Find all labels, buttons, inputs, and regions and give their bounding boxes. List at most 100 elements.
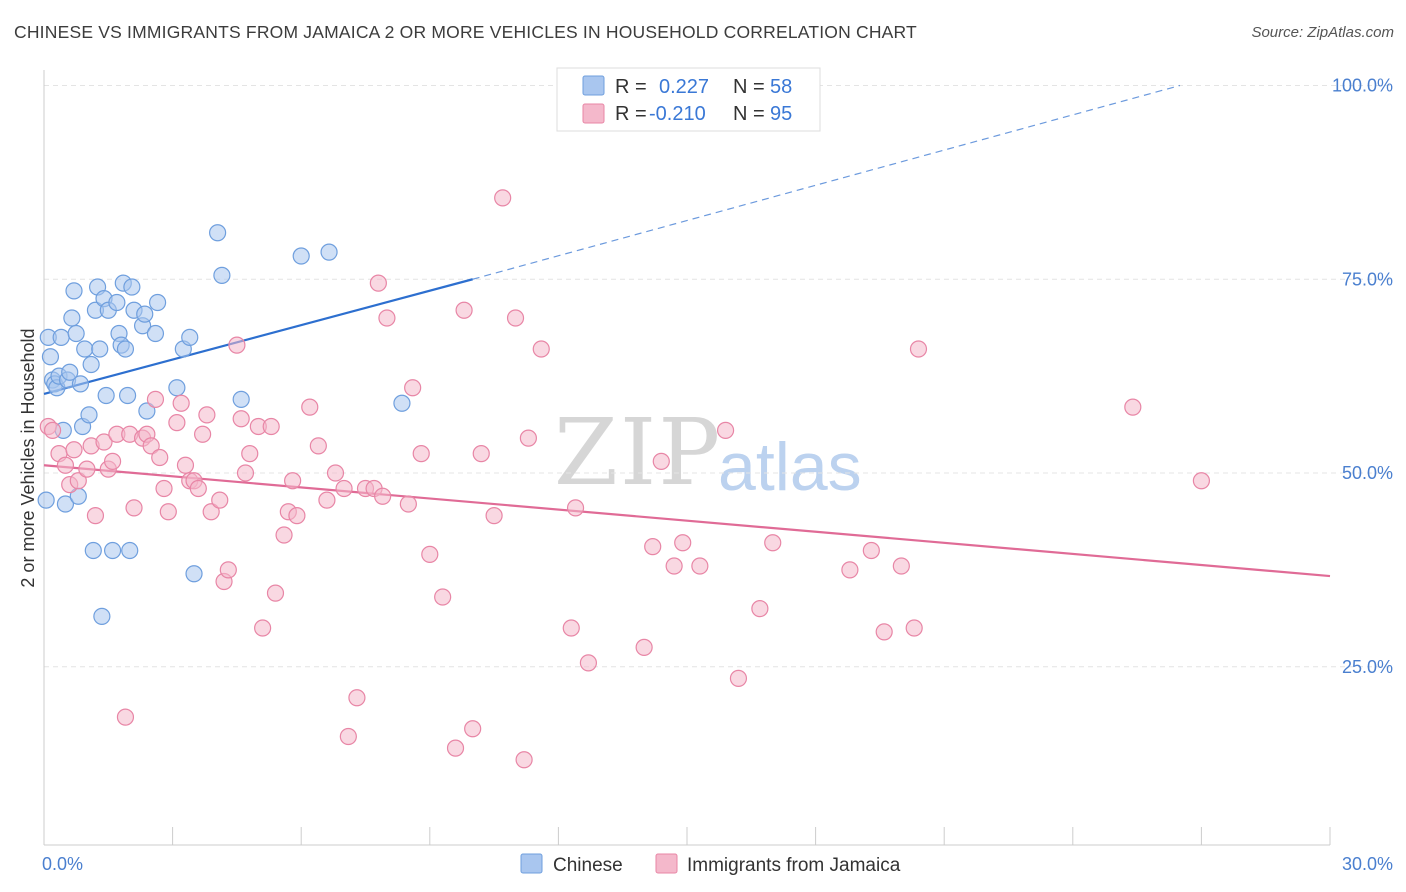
data-point xyxy=(301,398,319,416)
data-point xyxy=(532,340,550,358)
data-point xyxy=(148,293,167,312)
data-point xyxy=(369,274,387,292)
data-point xyxy=(63,309,81,327)
data-point xyxy=(176,456,195,474)
y-axis-title: 2 or more Vehicles in Household xyxy=(18,328,38,587)
data-point xyxy=(288,507,306,525)
y-tick-label: 50.0% xyxy=(1342,463,1393,483)
data-point xyxy=(421,545,439,563)
data-point xyxy=(309,437,327,455)
data-point xyxy=(213,266,231,284)
data-point xyxy=(80,406,98,424)
legend-n-value-1: 58 xyxy=(770,76,792,98)
trend-line-1 xyxy=(43,464,1331,578)
data-point xyxy=(168,379,186,397)
data-point xyxy=(266,584,285,602)
data-point xyxy=(56,456,75,474)
data-point xyxy=(348,689,366,707)
data-point xyxy=(86,507,105,525)
series-legend: Chinese Immigrants from Jamaica xyxy=(520,853,901,876)
data-point xyxy=(485,507,503,525)
data-point xyxy=(393,394,411,412)
data-point xyxy=(159,503,177,521)
data-point xyxy=(566,499,585,517)
data-point xyxy=(84,541,102,560)
data-point xyxy=(209,224,227,242)
data-point xyxy=(103,452,122,470)
data-point xyxy=(155,479,173,498)
data-point xyxy=(41,348,60,366)
trend-line-0 xyxy=(43,278,473,396)
legend-swatch-jamaica xyxy=(582,103,605,124)
x-tick-label: 30.0% xyxy=(1342,854,1393,874)
data-point xyxy=(335,479,353,498)
legend-n-label-2: N = xyxy=(733,103,765,125)
legend-r-value-1: 0.227 xyxy=(659,76,709,98)
data-point xyxy=(236,464,255,482)
data-point xyxy=(93,607,111,625)
data-point xyxy=(262,417,280,436)
data-point xyxy=(635,638,653,656)
watermark-atlas: atlas xyxy=(718,429,862,505)
data-point xyxy=(136,305,154,323)
data-point xyxy=(716,421,735,439)
chart-title: CHINESE VS IMMIGRANTS FROM JAMAICA 2 OR … xyxy=(14,22,917,42)
data-point xyxy=(862,541,880,560)
data-point xyxy=(1192,472,1211,490)
data-point xyxy=(399,495,417,513)
data-point xyxy=(118,386,137,405)
data-point xyxy=(123,278,141,296)
data-point xyxy=(378,309,396,327)
data-point xyxy=(103,541,122,560)
data-point xyxy=(76,340,94,358)
data-point xyxy=(43,421,62,439)
data-point xyxy=(374,487,392,505)
legend-n-label-1: N = xyxy=(733,76,765,98)
series-points-1 xyxy=(39,189,1211,769)
data-point xyxy=(172,394,190,412)
data-point xyxy=(875,623,893,641)
data-point xyxy=(339,727,357,746)
data-point xyxy=(729,669,748,687)
bottom-legend-swatch-jamaica xyxy=(655,853,678,874)
bottom-legend-swatch-chinese xyxy=(520,853,543,874)
x-tick-label: 0.0% xyxy=(42,854,83,874)
tick-labels: 25.0% 50.0% 75.0% 100.0% 0.0% 30.0% xyxy=(42,76,1393,875)
data-point xyxy=(404,379,422,397)
source-label: Source: ZipAtlas.com xyxy=(1251,24,1394,41)
data-point xyxy=(674,534,692,552)
data-point xyxy=(292,247,310,265)
data-point xyxy=(67,324,85,343)
data-point xyxy=(219,561,237,579)
data-point xyxy=(494,189,512,207)
data-point xyxy=(65,282,83,300)
data-point xyxy=(91,340,109,358)
data-point xyxy=(562,619,580,637)
data-point xyxy=(121,541,139,560)
data-point xyxy=(151,448,169,467)
data-point xyxy=(95,433,113,451)
data-points xyxy=(37,189,1211,769)
legend-swatch-chinese xyxy=(582,75,605,96)
data-point xyxy=(108,293,126,312)
data-point xyxy=(320,243,338,261)
trend-line-extension-0 xyxy=(472,84,1181,280)
data-point xyxy=(146,390,165,408)
stats-legend: R = 0.227 N = 58 R = -0.210 N = 95 xyxy=(556,67,821,132)
data-point xyxy=(579,654,598,672)
bottom-legend-label-jamaica: Immigrants from Jamaica xyxy=(687,855,901,876)
data-point xyxy=(61,363,79,381)
data-point xyxy=(241,445,259,463)
data-point xyxy=(56,495,75,513)
data-point xyxy=(892,557,910,575)
data-point xyxy=(168,414,186,432)
y-tick-label: 100.0% xyxy=(1332,76,1393,96)
data-point xyxy=(665,557,683,575)
data-point xyxy=(116,340,135,358)
data-point xyxy=(181,328,199,346)
data-point xyxy=(65,441,83,459)
data-point xyxy=(284,472,302,490)
data-point xyxy=(1124,398,1142,416)
data-point xyxy=(82,355,100,374)
